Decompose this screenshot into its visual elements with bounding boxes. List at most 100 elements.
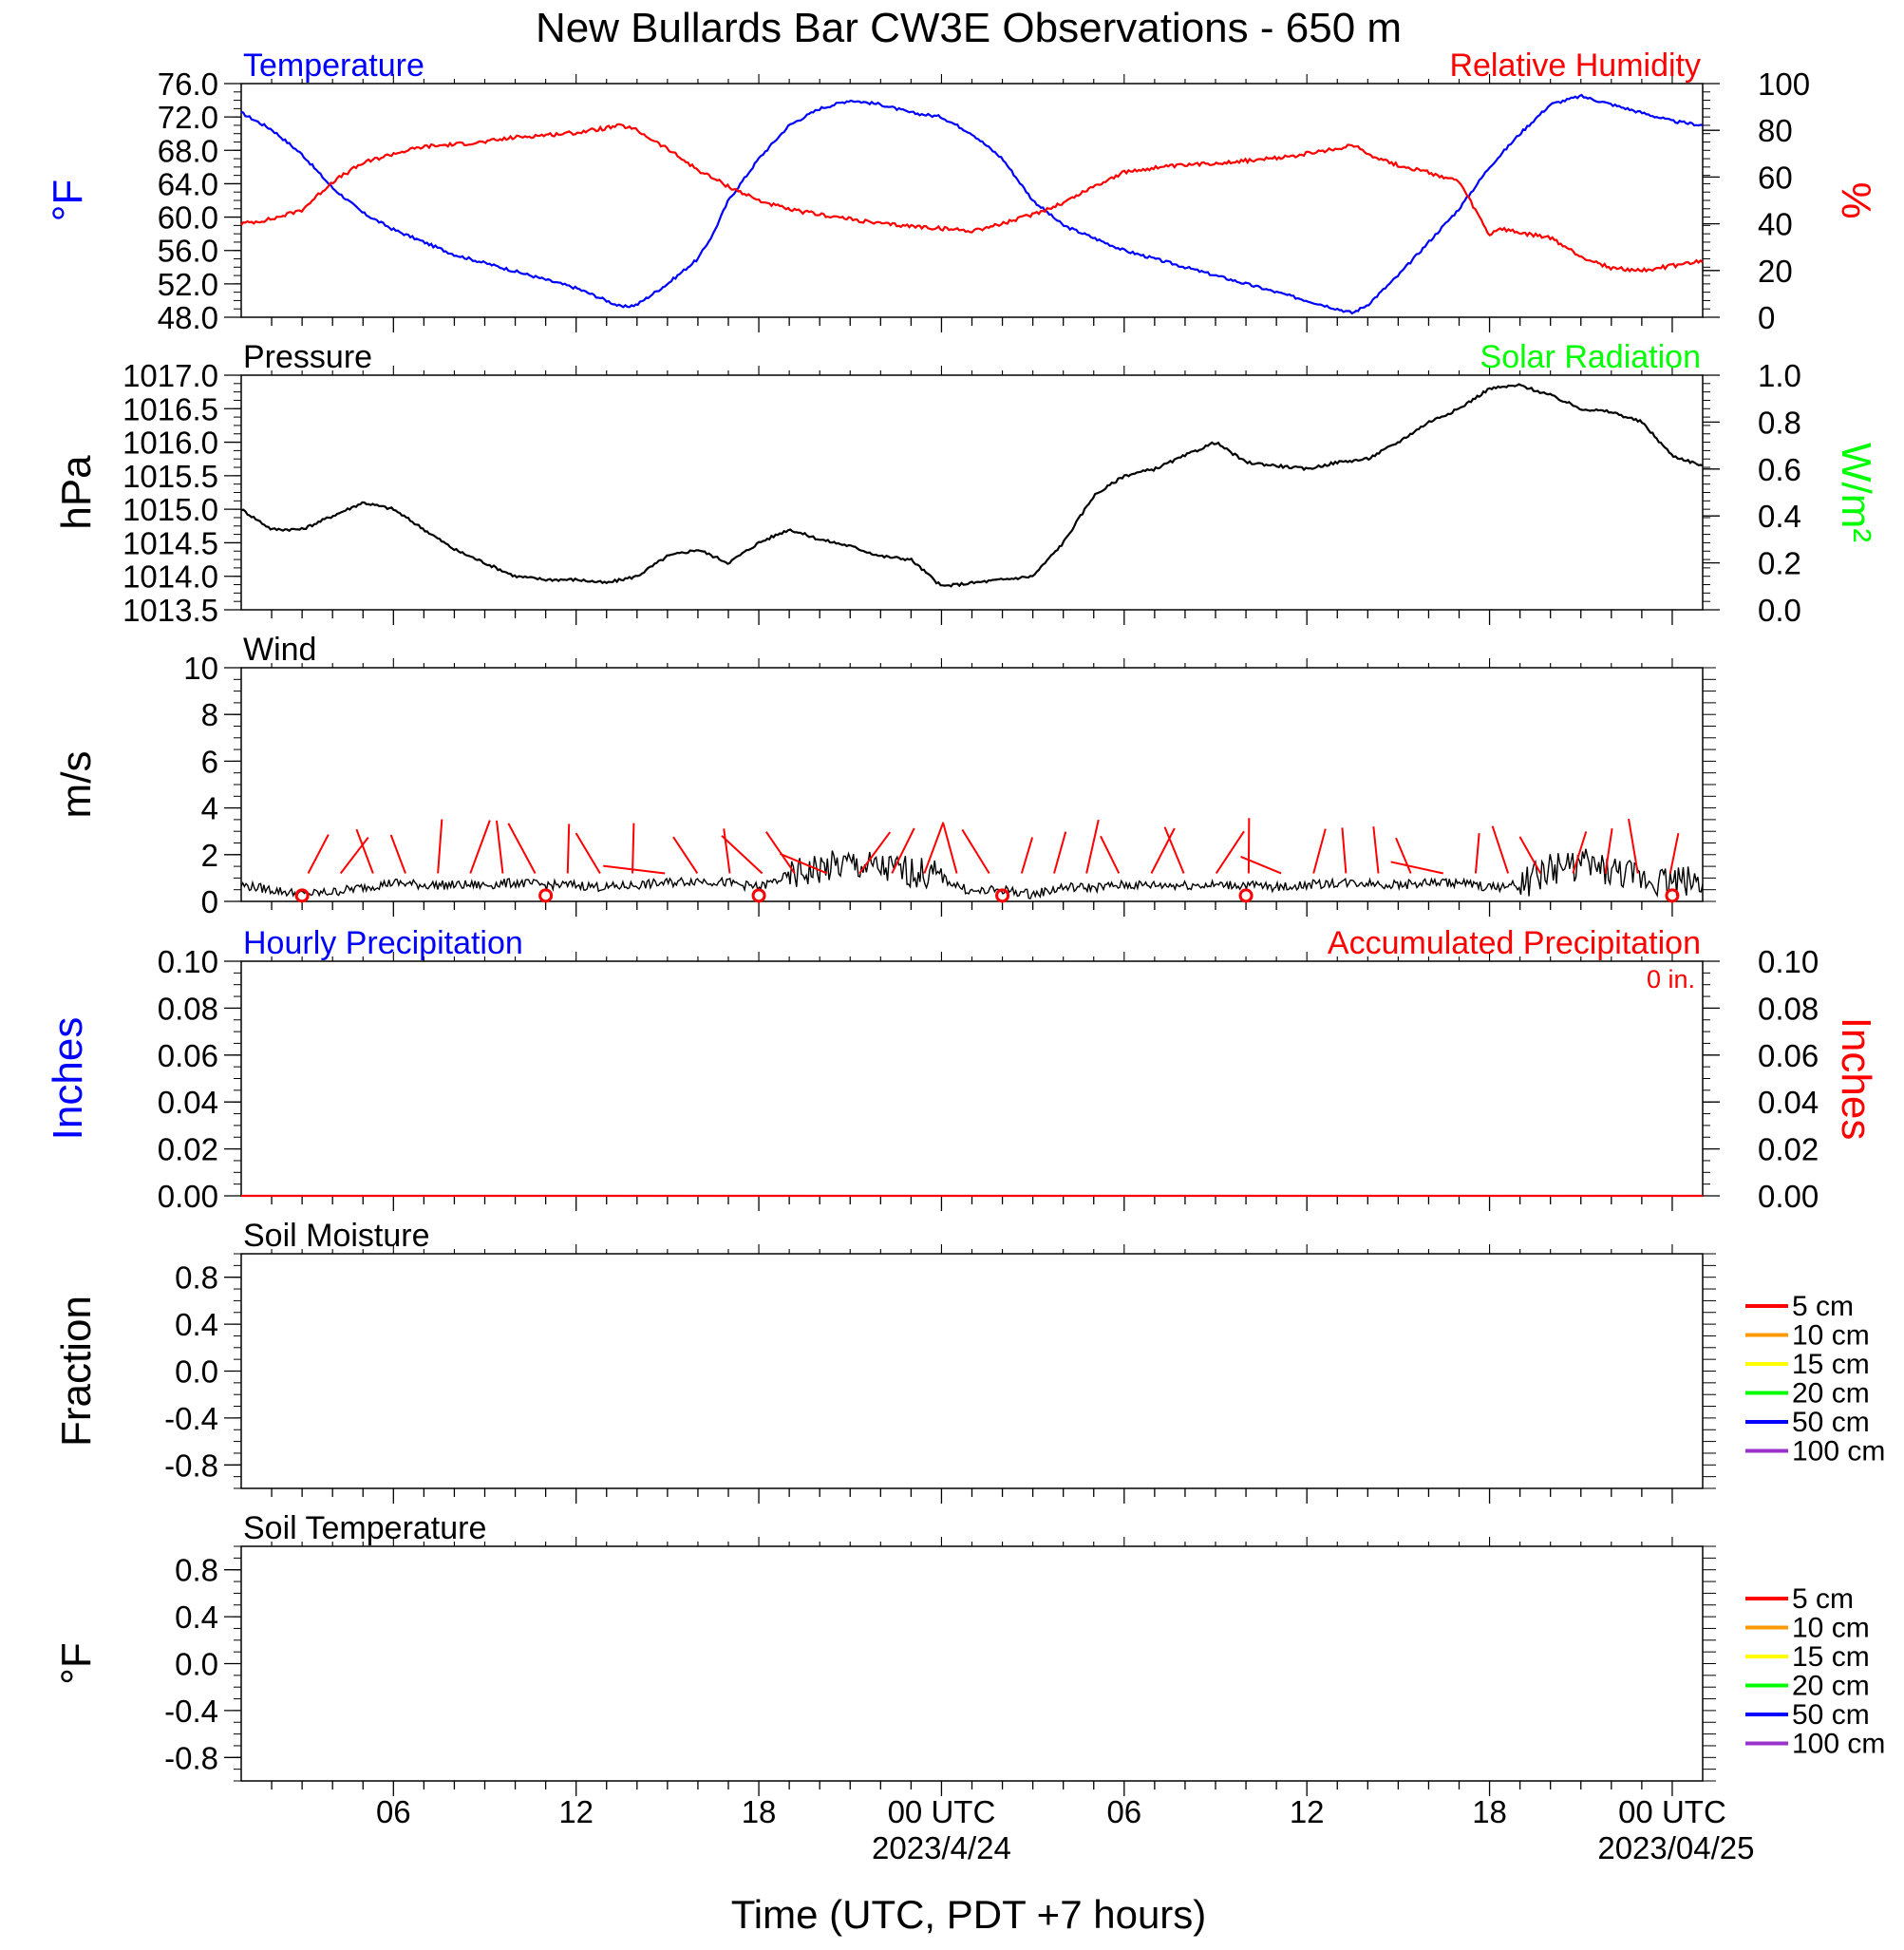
y-axis-label-right: % [1833,181,1879,218]
y-axis-label-left: °F [45,180,91,221]
y-tick-label-left: 2 [201,838,218,873]
plot-frame [240,960,1704,1197]
wind-barb [1474,833,1480,874]
y-tick-label-left: 0.06 [158,1038,218,1073]
wind-barb [389,834,406,874]
wind-barb [1572,831,1588,874]
panel-2: 1013.51014.01014.51015.01015.51016.01016… [53,339,1879,628]
y-tick-label-right: 80 [1758,113,1793,148]
y-tick-label-left: 56.0 [158,234,218,269]
wind-barb [764,831,796,875]
y-axis-label-left: Inches [45,1017,91,1141]
legend-label: 20 cm [1792,1671,1870,1702]
wind-barb [603,864,666,875]
plot-frame [240,83,1704,318]
y-tick-label-right: 0.02 [1758,1132,1819,1167]
x-tick-label: 00 UTC [1618,1794,1726,1829]
wind-barb [437,819,443,874]
wind-barb [1390,861,1444,875]
wind-barb [723,828,731,874]
legend-label: 100 cm [1792,1729,1885,1760]
y-tick-label-right: 0.04 [1758,1085,1819,1120]
y-tick-label-left: 0.4 [175,1307,218,1342]
panels: 48.052.056.060.064.068.072.076.002040608… [45,47,1885,1865]
wind-barb [1341,827,1348,874]
wind-barb [721,835,763,875]
y-tick-label-left: 0.8 [175,1553,218,1588]
x-tick-label: 06 [376,1794,411,1829]
x-tick-label: 00 UTC [888,1794,996,1829]
y-tick-label-left: 1017.0 [123,358,218,393]
wind-barb [1668,832,1680,874]
plot-frame [240,667,1704,902]
x-tick-label: 12 [558,1794,594,1829]
y-tick-label-left: 76.0 [158,66,218,102]
wind-barb [1395,837,1412,874]
y-tick-label-left: 1014.5 [123,525,218,560]
panel-title-left: Soil Moisture [243,1218,430,1254]
legend-label: 10 cm [1792,1613,1870,1644]
y-tick-label-right: 0.2 [1758,546,1801,581]
series-line [240,93,1704,315]
y-tick-label-left: 0 [201,884,218,919]
y-tick-label-right: 20 [1758,254,1793,289]
y-tick-label-left: 1014.0 [123,559,218,595]
y-tick-label-left: 52.0 [158,267,218,302]
wind-barb [1163,826,1185,874]
wind-barb [672,836,699,875]
wind-barb [1020,837,1034,874]
y-tick-label-left: 0.08 [158,991,218,1026]
wind-barb [1100,835,1121,874]
calm-marker [1238,888,1254,903]
y-tick-label-left: 0.04 [158,1085,218,1120]
y-tick-label-left: 10 [183,651,218,686]
plot-frame [240,1253,1704,1489]
panel-title-right: Relative Humidity [1449,47,1701,84]
y-tick-label-right: 0.10 [1758,944,1819,979]
y-axis-label-left: °F [53,1642,100,1684]
calm-marker [1665,888,1680,903]
y-tick-label-right: 0 [1758,300,1775,335]
figure-title: New Bullards Bar CW3E Observations - 650… [536,5,1402,51]
y-tick-label-left: 0.0 [175,1647,218,1682]
wind-barb [1604,828,1613,874]
wind-barb [496,820,504,874]
wind-barb [1053,831,1067,874]
wind-barb [1312,828,1327,874]
plot-frame [240,1545,1704,1782]
y-axis-label-left: m/s [53,751,100,819]
y-tick-label-right: 0.06 [1758,1038,1819,1073]
legend-label: 15 cm [1792,1349,1870,1380]
y-tick-label-left: 0.4 [175,1600,218,1635]
panel-title-right: Solar Radiation [1480,339,1701,375]
y-tick-label-left: 0.0 [175,1354,218,1390]
wind-barb [1215,830,1245,875]
y-tick-label-left: 1013.5 [123,593,218,628]
panel-5: -0.8 -0.4 0.0 0.4 0.8 Soil Moisture Fraction 5 … [53,1218,1885,1504]
y-tick-label-left: 0.8 [175,1260,218,1296]
panel-3: 0 2 4 6 8 10 Wind m/s [53,632,1716,919]
x-axis-label: Time (UTC, PDT +7 hours) [731,1892,1207,1937]
wind-barb [1085,819,1100,874]
wind-barb [780,852,828,875]
plot-frame [240,374,1704,611]
y-axis-label-left: Fraction [53,1296,100,1447]
x-tick-label: 12 [1290,1794,1325,1829]
x-tick-label: 18 [742,1794,777,1829]
y-tick-label-left: 60.0 [158,200,218,236]
wind-barb [355,828,374,874]
wind-barb [507,823,537,874]
wind-barb [1150,827,1176,874]
y-axis-label-left: hPa [53,455,100,530]
y-tick-label-right: 1.0 [1758,358,1801,393]
y-tick-label-left: 0.00 [158,1179,218,1214]
panel-title-left: Hourly Precipitation [243,925,523,961]
wind-barb [858,831,892,875]
x-date-label: 2023/04/25 [1597,1830,1754,1865]
wind-barb [1491,825,1510,874]
y-tick-label-left: -0.8 [164,1740,218,1775]
panel-title-right: Accumulated Precipitation [1328,925,1701,961]
wind-barb [566,824,571,874]
